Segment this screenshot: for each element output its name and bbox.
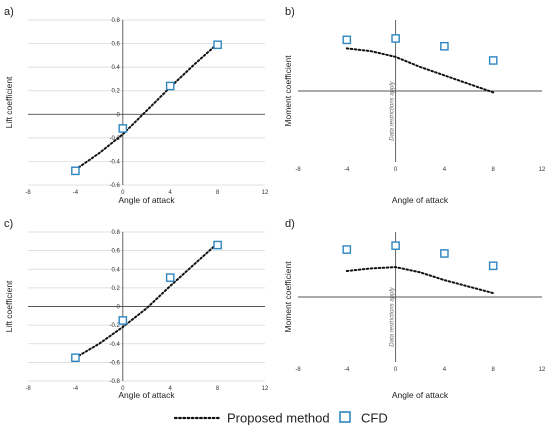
- x-tick-label: 8: [216, 190, 220, 196]
- x-tick-label: -4: [344, 367, 350, 373]
- y-tick-label: 0: [116, 112, 120, 118]
- x-tick-label: 12: [539, 367, 546, 373]
- x-tick-label: 4: [169, 386, 173, 392]
- y-axis-title: Lift coefficient: [4, 280, 14, 332]
- proposed-method-line: [345, 266, 495, 295]
- x-tick-label: 4: [443, 167, 447, 173]
- x-axis-title: Angle of attack: [118, 195, 175, 205]
- panel-label: b): [285, 6, 295, 18]
- x-tick-label: 8: [492, 167, 496, 173]
- x-tick-label: -8: [295, 167, 301, 173]
- cfd-point: [118, 316, 128, 325]
- cfd-point: [488, 56, 498, 65]
- y-tick-label: -0.4: [109, 159, 120, 165]
- cfd-point: [440, 249, 449, 258]
- y-tick-label: 0.4: [111, 267, 120, 273]
- x-tick-label: 4: [443, 367, 447, 373]
- x-axis-title: Angle of attack: [392, 195, 449, 205]
- cfd-point: [440, 41, 449, 51]
- x-tick-label: 0: [394, 167, 398, 173]
- y-tick-label: -0.4: [109, 342, 120, 348]
- y-tick-label: -0.6: [109, 183, 120, 189]
- x-tick-label: 8: [216, 386, 220, 392]
- x-axis-title: Angle of attack: [392, 390, 449, 400]
- y-tick-label: -0.2: [109, 136, 120, 142]
- cfd-point: [71, 353, 80, 363]
- cfd-point: [391, 241, 400, 250]
- x-tick-label: 8: [492, 367, 496, 373]
- x-tick-label: -8: [25, 190, 31, 196]
- x-tick-label: -4: [344, 167, 350, 173]
- y-axis-title: Lift coefficient: [4, 76, 14, 128]
- cfd-point: [118, 124, 128, 133]
- x-tick-label: 0: [121, 190, 125, 196]
- x-tick-label: 0: [394, 367, 398, 373]
- y-tick-label: -0.8: [109, 379, 120, 385]
- cfd-point: [391, 34, 400, 43]
- x-tick-label: -8: [25, 386, 31, 392]
- cfd-point: [342, 245, 352, 254]
- legend-cfd-label: CFD: [361, 411, 388, 426]
- chart-panel-4: d) -8 -4 0 4 8 12 Angle of attack Moment coeffic…: [283, 218, 546, 400]
- x-tick-label: 12: [262, 386, 269, 392]
- y-tick-label: 0.8: [111, 230, 120, 236]
- y-tick-label: 0.2: [111, 286, 120, 292]
- x-axis-title: Angle of attack: [118, 390, 175, 400]
- y-tick-label: 0.8: [111, 18, 120, 24]
- x-tick-label: 0: [121, 386, 125, 392]
- y-tick-label: -0.6: [109, 360, 120, 366]
- panel-label: c): [4, 218, 13, 230]
- proposed-method-line: [74, 242, 219, 359]
- y-tick-label: 0: [116, 305, 120, 311]
- cfd-point: [165, 81, 175, 91]
- cfd-point: [213, 240, 222, 250]
- chart-panel-3: c) -8 -4 0 4 8 12 -0.8 -0.6 -0.4 -0.2 0 0.2 0.4 0.6 0.8…: [4, 218, 269, 400]
- cfd-point: [213, 40, 222, 50]
- x-tick-label: -4: [73, 190, 79, 196]
- annotation-text: Data restrictions apply: [390, 80, 396, 140]
- x-tick-label: -4: [73, 386, 79, 392]
- cfd-point: [488, 261, 498, 271]
- x-tick-label: 12: [262, 190, 269, 196]
- legend: Proposed method CFD: [173, 411, 388, 426]
- y-tick-label: -0.2: [109, 323, 120, 329]
- y-axis-title: Moment coefficient: [283, 261, 293, 333]
- panel-label: d): [285, 218, 295, 230]
- x-tick-label: 12: [539, 167, 546, 173]
- cfd-point: [165, 273, 175, 282]
- y-tick-label: 0.2: [111, 89, 120, 95]
- x-tick-label: -8: [295, 367, 301, 373]
- y-tick-label: 0.6: [111, 42, 120, 48]
- legend-cfd-swatch: [339, 411, 351, 423]
- x-tick-label: 4: [169, 190, 173, 196]
- y-tick-label: 0.6: [111, 249, 120, 255]
- cfd-point: [71, 166, 80, 176]
- legend-proposed-label: Proposed method: [227, 411, 330, 426]
- proposed-method-line: [345, 47, 495, 94]
- y-tick-label: 0.4: [111, 65, 120, 71]
- chart-panel-1: a) -8 -4 0 4 8 12 -0.6 -0.4 -0.2 0 0.2 0.4 0.6 0.8 Angl…: [4, 6, 269, 205]
- panel-label: a): [4, 6, 14, 18]
- chart-panel-2: b) -8 -4 0 4 8 12 Angle of attack Moment coeffic…: [283, 6, 546, 205]
- cfd-point: [342, 35, 352, 45]
- annotation-text: Data restrictions apply: [390, 286, 396, 346]
- y-axis-title: Moment coefficient: [283, 55, 293, 127]
- proposed-method-line: [74, 42, 219, 171]
